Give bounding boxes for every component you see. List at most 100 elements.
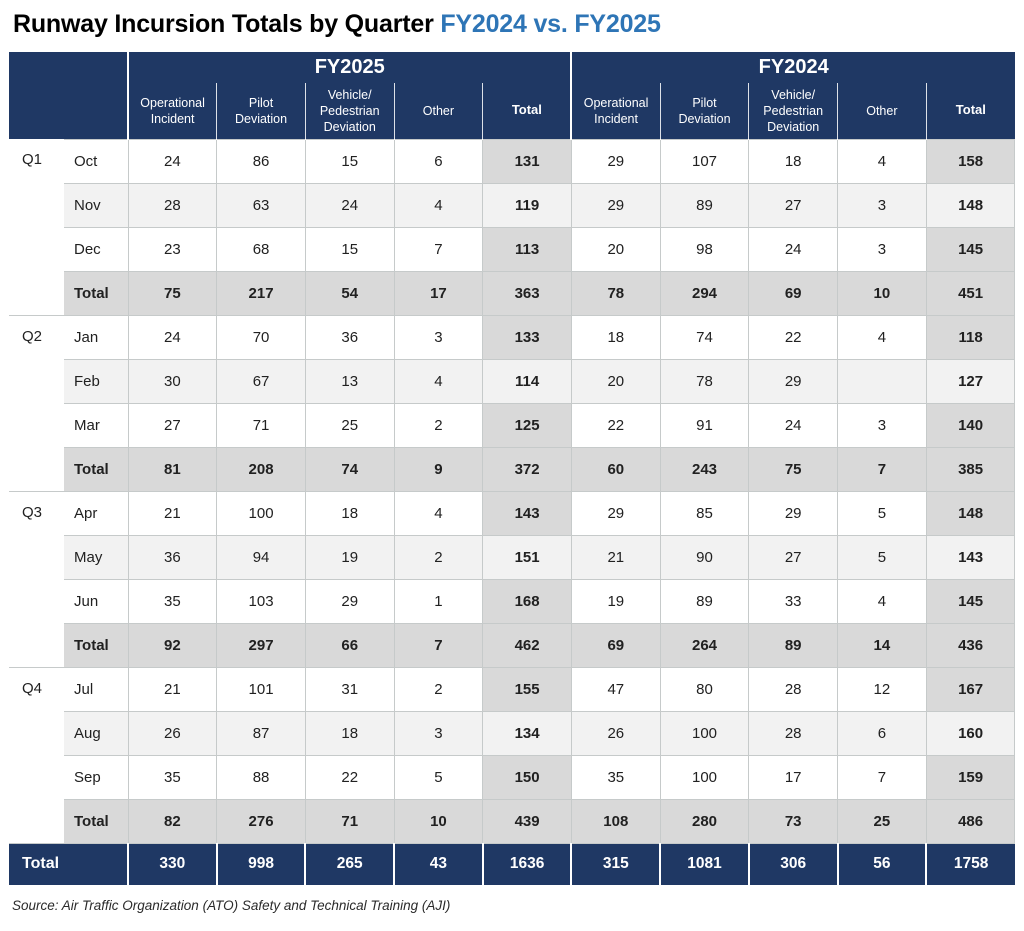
fy2025-quarter-total-cell: 82 [127, 798, 218, 844]
fy2024-data-cell: 98 [659, 226, 750, 272]
fy2024-col-pilot-deviation: Pilot Deviation [659, 83, 749, 139]
fy2025-grand-total: 1636 [481, 843, 572, 885]
fy2025-month-total-cell: 131 [482, 138, 572, 184]
fy2025-data-cell: 2 [393, 534, 484, 580]
fy2025-col-operational-incident: Operational Incident [128, 83, 217, 139]
quarter-label: Q2 [9, 315, 64, 492]
fy2025-quarter-total-cell: 276 [216, 798, 306, 844]
runway-incursion-table: FY2025 FY2024 Operational Incident Pilot… [9, 52, 1016, 885]
fy2024-quarter-total-cell: 436 [925, 622, 1016, 668]
fy2024-data-cell: 78 [659, 358, 750, 404]
fy2025-data-cell: 24 [127, 138, 218, 184]
fy2025-grand-other: 43 [393, 843, 483, 885]
fy2025-data-cell: 36 [127, 534, 218, 580]
fy2025-quarter-total-cell: 75 [127, 270, 218, 316]
fy2024-data-cell: 29 [570, 138, 661, 184]
fy2024-data-cell: 90 [659, 534, 750, 580]
fy2025-data-cell: 15 [304, 226, 395, 272]
fy2025-data-cell: 19 [304, 534, 395, 580]
quarter-total-label: Total [64, 798, 129, 844]
fy2024-data-cell: 29 [570, 490, 661, 536]
fy2024-data-cell: 35 [570, 754, 661, 800]
quarter-total-label: Total [64, 446, 129, 492]
fy2025-data-cell: 23 [127, 226, 218, 272]
fy2025-grand-operational-incident: 330 [127, 843, 217, 885]
fy2025-data-cell: 30 [127, 358, 218, 404]
fy2024-quarter-total-cell: 78 [570, 270, 661, 316]
fy2025-data-cell: 88 [216, 754, 306, 800]
fy2024-data-cell: 33 [748, 578, 839, 624]
quarter-label: Q3 [9, 491, 64, 668]
fy2025-quarter-total-cell: 9 [393, 446, 484, 492]
fy2025-month-total-cell: 133 [482, 314, 572, 360]
fy2024-data-cell: 4 [837, 138, 927, 184]
fy2025-quarter-total-cell: 74 [304, 446, 395, 492]
fy2024-data-cell: 80 [659, 666, 750, 712]
quarter-total-label: Total [64, 270, 129, 316]
fy2025-data-cell: 13 [304, 358, 395, 404]
fy2025-month-total-cell: 168 [482, 578, 572, 624]
fy2025-grand-pilot-deviation: 998 [215, 843, 306, 885]
fy2025-month-total-cell: 113 [482, 226, 572, 272]
fy2024-grand-operational-incident: 315 [570, 843, 661, 885]
table-footer: Total 330 998 265 43 1636 315 1081 306 5… [9, 843, 1015, 885]
fy2024-grand-pilot-deviation: 1081 [659, 843, 749, 885]
fy2025-data-cell: 21 [127, 666, 218, 712]
fy2025-quarter-total-cell: 439 [482, 798, 572, 844]
month-row: Aug 26 87 18 3 134 26 100 28 6 160 [9, 710, 1016, 756]
fy2024-month-total-cell: 158 [925, 138, 1016, 184]
fy2025-data-cell: 36 [304, 314, 395, 360]
fy2024-month-total-cell: 118 [925, 314, 1016, 360]
fy2024-data-cell: 20 [570, 226, 661, 272]
month-row: Feb 30 67 13 4 114 20 78 29 127 [9, 358, 1016, 404]
quarter-total-row: Total 75 217 54 17 363 78 294 69 10 451 [9, 270, 1016, 316]
fy2024-data-cell: 28 [748, 666, 839, 712]
fy2025-data-cell: 5 [393, 754, 484, 800]
fy2025-data-cell: 103 [216, 578, 306, 624]
column-header-row: Operational Incident Pilot Deviation Veh… [9, 83, 1015, 139]
fy2025-data-cell: 4 [393, 358, 484, 404]
fy2025-quarter-total-cell: 81 [127, 446, 218, 492]
fy2025-data-cell: 4 [393, 490, 484, 536]
fy2025-data-cell: 35 [127, 578, 218, 624]
fy2025-quarter-total-cell: 92 [127, 622, 218, 668]
fy2024-data-cell: 89 [659, 578, 750, 624]
fy2025-grand-vehicle-pedestrian: 265 [304, 843, 395, 885]
fy2025-quarter-total-cell: 71 [304, 798, 395, 844]
fy2024-data-cell [837, 358, 927, 404]
fy2024-data-cell: 107 [659, 138, 750, 184]
fy2025-month-total-cell: 143 [482, 490, 572, 536]
fy2024-quarter-total-cell: 14 [837, 622, 927, 668]
month-label: Dec [64, 226, 129, 272]
fy2024-month-total-cell: 159 [925, 754, 1016, 800]
fy2025-data-cell: 35 [127, 754, 218, 800]
fy2025-data-cell: 70 [216, 314, 306, 360]
fy2025-month-total-cell: 151 [482, 534, 572, 580]
month-label: Nov [64, 182, 129, 228]
fy2025-quarter-total-cell: 66 [304, 622, 395, 668]
fy2025-data-cell: 1 [393, 578, 484, 624]
fy2025-data-cell: 3 [393, 710, 484, 756]
grand-total-label: Total [9, 843, 128, 885]
fy2024-data-cell: 27 [748, 182, 839, 228]
month-label: Feb [64, 358, 129, 404]
fy2025-data-cell: 3 [393, 314, 484, 360]
fy2025-data-cell: 21 [127, 490, 218, 536]
fy2025-month-total-cell: 119 [482, 182, 572, 228]
fy2025-group-header: FY2025 [128, 52, 572, 83]
fy2025-col-total: Total [482, 83, 572, 139]
fy2024-data-cell: 4 [837, 578, 927, 624]
fy2025-data-cell: 18 [304, 490, 395, 536]
month-row: Dec 23 68 15 7 113 20 98 24 3 145 [9, 226, 1016, 272]
month-row: Sep 35 88 22 5 150 35 100 17 7 159 [9, 754, 1016, 800]
fy2025-data-cell: 25 [304, 402, 395, 448]
quarter-label: Q1 [9, 139, 64, 316]
fy2024-col-vehicle-pedestrian-deviation: Vehicle/ Pedestrian Deviation [748, 83, 838, 139]
fy2024-data-cell: 29 [748, 490, 839, 536]
fy2024-data-cell: 89 [659, 182, 750, 228]
fy2024-data-cell: 27 [748, 534, 839, 580]
month-label: Oct [64, 138, 129, 184]
table-body: Q1 Oct 24 86 15 6 131 29 107 18 4 158 Nov 28 63 24 4 119 2… [9, 138, 1016, 844]
fy2024-data-cell: 5 [837, 490, 927, 536]
fy2024-quarter-total-cell: 451 [925, 270, 1016, 316]
